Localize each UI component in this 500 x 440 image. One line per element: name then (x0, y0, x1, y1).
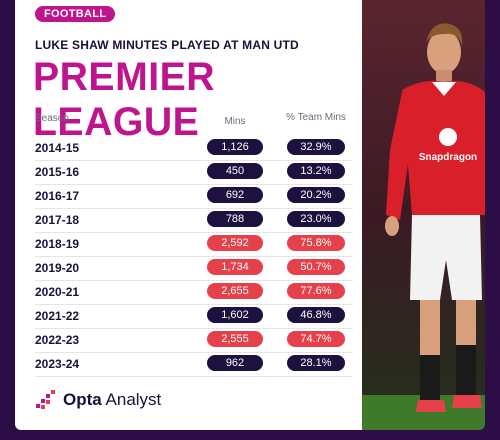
category-badge[interactable]: FOOTBALL (35, 6, 116, 22)
season-label: 2016-17 (35, 189, 80, 203)
mins-value: 2,655 (207, 283, 263, 299)
player-illustration: Snapdragon (362, 0, 485, 430)
mins-value: 2,555 (207, 331, 263, 347)
opta-analyst-logo: Opta Analyst (35, 388, 161, 412)
opta-logo-icon (36, 390, 55, 409)
column-header-mins: Mins (224, 116, 246, 127)
mins-value: 962 (207, 355, 263, 371)
season-label: 2023-24 (35, 357, 80, 371)
season-label: 2018-19 (35, 237, 80, 251)
mins-value: 1,126 (207, 139, 263, 155)
season-label: 2019-20 (35, 261, 80, 275)
table-row: 2014-15 1,126 32.9% (35, 136, 353, 161)
player-photo: Snapdragon (362, 0, 485, 430)
pct-team-mins-value: 20.2% (287, 187, 345, 203)
graphic-frame: FOOTBALL LUKE SHAW MINUTES PLAYED AT MAN… (15, 0, 485, 430)
pct-team-mins-value: 50.7% (287, 259, 345, 275)
pct-team-mins-value: 75.8% (287, 235, 345, 251)
table-row: 2017-18 788 23.0% (35, 208, 353, 233)
chart-subtitle: LUKE SHAW MINUTES PLAYED AT MAN UTD (35, 38, 299, 52)
mins-value: 1,602 (207, 307, 263, 323)
season-label: 2014-15 (35, 141, 80, 155)
brand-name-regular: Analyst (101, 390, 162, 409)
pct-team-mins-value: 46.8% (287, 307, 345, 323)
pct-team-mins-value: 23.0% (287, 211, 345, 227)
table-row: 2021-22 1,602 46.8% (35, 304, 353, 329)
pct-team-mins-value: 77.6% (287, 283, 345, 299)
pct-team-mins-value: 13.2% (287, 163, 345, 179)
table-row: 2020-21 2,655 77.6% (35, 280, 353, 305)
season-label: 2020-21 (35, 285, 80, 299)
season-label: 2021-22 (35, 309, 80, 323)
pct-team-mins-value: 28.1% (287, 355, 345, 371)
pct-team-mins-value: 32.9% (287, 139, 345, 155)
brand-name: Opta Analyst (63, 390, 161, 410)
table-row: 2023-24 962 28.1% (35, 352, 353, 377)
mins-value: 450 (207, 163, 263, 179)
season-label: 2017-18 (35, 213, 80, 227)
pct-team-mins-value: 74.7% (287, 331, 345, 347)
table-row: 2022-23 2,555 74.7% (35, 328, 353, 353)
mins-value: 1,734 (207, 259, 263, 275)
table-row: 2016-17 692 20.2% (35, 184, 353, 209)
brand-name-bold: Opta (63, 390, 102, 409)
column-header-pct-team-mins: % Team Mins (286, 112, 346, 123)
season-label: 2015-16 (35, 165, 80, 179)
season-label: 2022-23 (35, 333, 80, 347)
table-row: 2015-16 450 13.2% (35, 160, 353, 185)
shirt-sponsor-text: Snapdragon (419, 152, 477, 163)
column-header-season: Season (35, 113, 69, 124)
mins-value: 692 (207, 187, 263, 203)
table-row: 2018-19 2,592 75.8% (35, 232, 353, 257)
table-row: 2019-20 1,734 50.7% (35, 256, 353, 281)
mins-value: 2,592 (207, 235, 263, 251)
mins-value: 788 (207, 211, 263, 227)
stats-card: FOOTBALL LUKE SHAW MINUTES PLAYED AT MAN… (15, 0, 362, 430)
chart-title: PREMIER LEAGUE (33, 55, 216, 144)
